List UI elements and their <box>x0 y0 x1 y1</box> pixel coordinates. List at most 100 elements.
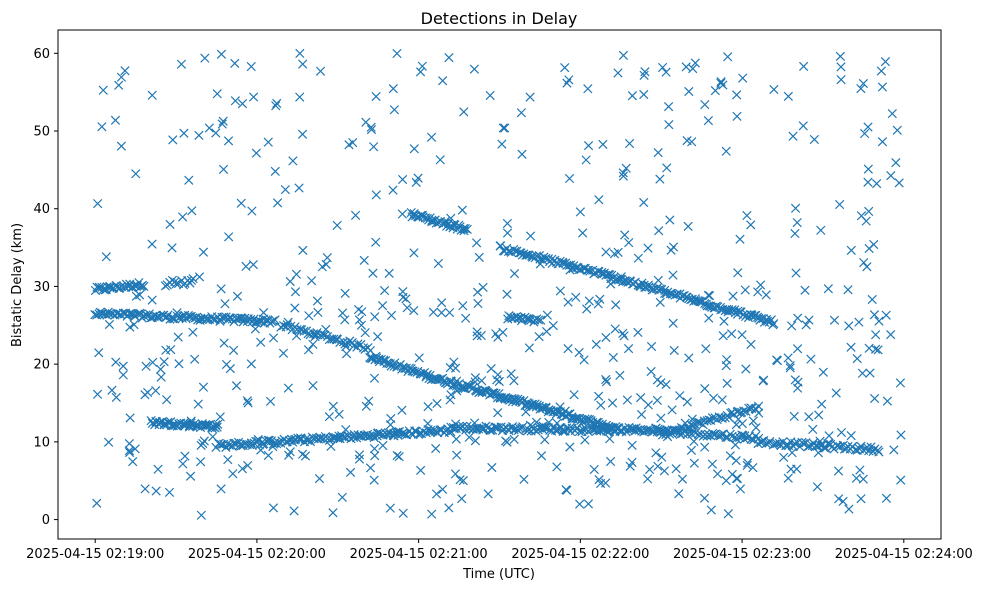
data-point-clutter <box>431 443 441 454</box>
data-point-clutter <box>742 210 752 221</box>
data-point-clutter <box>409 144 419 154</box>
data-point-clutter <box>525 92 535 102</box>
data-point-clutter <box>485 90 495 101</box>
data-point-clutter <box>196 510 206 520</box>
data-point-track-f <box>168 421 179 431</box>
data-point-clutter <box>581 155 591 165</box>
data-point-clutter <box>622 395 632 405</box>
data-point-clutter <box>521 407 531 417</box>
data-point-clutter <box>178 459 188 469</box>
data-point-clutter <box>111 357 121 367</box>
data-point-clutter <box>283 383 293 393</box>
data-point-clutter <box>710 85 720 96</box>
data-point-clutter <box>618 168 628 178</box>
data-point-clutter <box>130 444 140 454</box>
data-point-clutter <box>846 431 856 441</box>
data-point-clutter <box>643 400 653 410</box>
data-point-track-b <box>196 313 206 323</box>
data-point-track-j <box>727 431 737 441</box>
data-point-clutter <box>140 484 150 494</box>
data-point-clutter <box>451 376 462 386</box>
data-point-clutter <box>716 77 726 87</box>
data-point-clutter <box>416 465 426 476</box>
data-point-clutter <box>563 344 573 354</box>
data-point-clutter <box>432 398 442 409</box>
data-point-clutter <box>392 450 402 461</box>
data-point-clutter <box>700 384 710 394</box>
data-point-track-j <box>716 429 727 440</box>
data-point-clutter <box>808 424 818 435</box>
data-point-track-h <box>583 426 593 437</box>
data-point-track-c <box>340 339 350 349</box>
data-point-clutter <box>733 268 743 278</box>
data-point-clutter <box>748 416 758 426</box>
data-point-clutter <box>665 215 675 225</box>
data-point-clutter <box>94 348 104 358</box>
data-point-clutter <box>478 425 488 435</box>
data-point-clutter <box>721 146 731 156</box>
data-point-track-c <box>353 339 363 349</box>
data-point-clutter <box>563 297 573 307</box>
data-point-clutter <box>493 332 503 342</box>
data-point-clutter <box>852 353 862 364</box>
data-point-clutter <box>783 91 793 101</box>
data-point-clutter <box>738 73 748 83</box>
data-point-clutter <box>887 109 897 119</box>
data-point-clutter <box>435 155 445 165</box>
data-point-clutter <box>377 301 388 311</box>
data-point-clutter <box>869 310 880 320</box>
data-point-track-m <box>495 241 506 251</box>
data-point-clutter <box>732 473 743 484</box>
data-point-clutter <box>224 232 234 242</box>
data-point-clutter <box>793 313 803 323</box>
data-point-track-c <box>360 344 370 354</box>
data-point-track-l <box>458 223 469 234</box>
data-point-clutter <box>886 171 896 181</box>
data-point-clutter <box>886 329 896 340</box>
data-point-clutter <box>470 436 481 446</box>
data-point-clutter <box>525 420 535 430</box>
data-point-track-m <box>547 254 557 264</box>
data-point-clutter <box>608 352 618 363</box>
data-point-clutter <box>190 354 200 364</box>
data-point-clutter <box>217 119 227 129</box>
data-point-clutter <box>199 436 209 446</box>
x-tick-label: 2025-04-15 02:22:00 <box>511 547 649 562</box>
data-point-clutter <box>332 220 342 230</box>
data-point-clutter <box>680 418 690 428</box>
data-point-clutter <box>162 395 172 405</box>
data-point-clutter <box>748 462 758 473</box>
data-point-clutter <box>731 419 742 430</box>
data-point-clutter <box>228 469 238 479</box>
data-point-track-a <box>116 281 127 292</box>
data-point-clutter <box>739 434 750 444</box>
data-point-clutter <box>265 396 276 406</box>
data-point-clutter <box>312 296 323 306</box>
data-point-clutter <box>230 58 240 69</box>
x-axis-label: Time (UTC) <box>462 567 535 582</box>
data-point-clutter <box>616 272 626 282</box>
data-point-clutter <box>291 331 302 341</box>
data-point-clutter <box>366 122 376 132</box>
data-point-clutter <box>472 287 483 297</box>
data-point-clutter <box>114 80 124 90</box>
data-point-clutter <box>354 454 365 464</box>
data-point-clutter <box>835 51 846 62</box>
data-point-clutter <box>486 364 496 374</box>
data-point-track-f <box>202 420 212 430</box>
data-point-clutter <box>709 430 719 440</box>
data-point-clutter <box>723 509 733 519</box>
data-point-clutter <box>753 287 763 297</box>
data-point-clutter <box>584 296 594 306</box>
data-point-clutter <box>98 85 108 95</box>
x-tick-label: 2025-04-15 02:20:00 <box>188 547 326 562</box>
data-point-clutter <box>741 364 751 374</box>
data-point-clutter <box>574 347 584 358</box>
data-point-clutter <box>787 448 797 458</box>
data-point-track-b <box>246 314 256 325</box>
data-point-clutter <box>525 231 536 241</box>
data-point-clutter <box>755 280 766 290</box>
data-point-clutter <box>470 418 480 428</box>
data-point-clutter <box>125 413 135 423</box>
data-point-clutter <box>365 463 376 473</box>
